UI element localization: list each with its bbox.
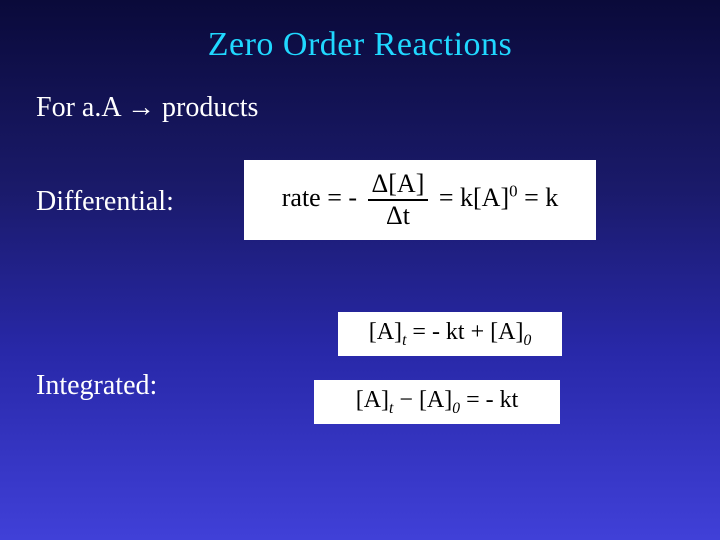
eq-part: = k[A] [439, 183, 509, 212]
conc-A-0: [A] [490, 319, 523, 345]
slide-title: Zero Order Reactions [0, 0, 720, 64]
integrated-equation-1: [A]t = - kt + [A]0 [338, 312, 562, 356]
exponent: 0 [509, 181, 517, 200]
integrated-equation-2: [A]t − [A]0 = - kt [314, 380, 560, 424]
frac-numerator: Δ[A] [368, 171, 429, 201]
differential-equation: rate = - Δ[A] Δt = k[A]0 = k [244, 160, 596, 240]
eq-part: = - [327, 183, 357, 212]
integrated-label: Integrated: [36, 370, 157, 402]
frac-denominator: Δt [382, 201, 414, 229]
conc-A-0: [A] [419, 387, 452, 413]
rhs: = - kt [460, 387, 518, 413]
minus: − [393, 387, 419, 413]
eq-part: = k [524, 183, 558, 212]
sub-0: 0 [523, 331, 531, 348]
rate-lhs: rate [282, 183, 321, 212]
eq-mid: = - kt + [406, 319, 490, 345]
conc-A-t: [A] [356, 387, 389, 413]
sub-0: 0 [452, 399, 460, 416]
differential-label: Differential: [36, 186, 174, 218]
fraction: Δ[A] Δt [368, 171, 429, 229]
reaction-line: For a.A → products [36, 92, 258, 124]
conc-A-t: [A] [369, 319, 402, 345]
